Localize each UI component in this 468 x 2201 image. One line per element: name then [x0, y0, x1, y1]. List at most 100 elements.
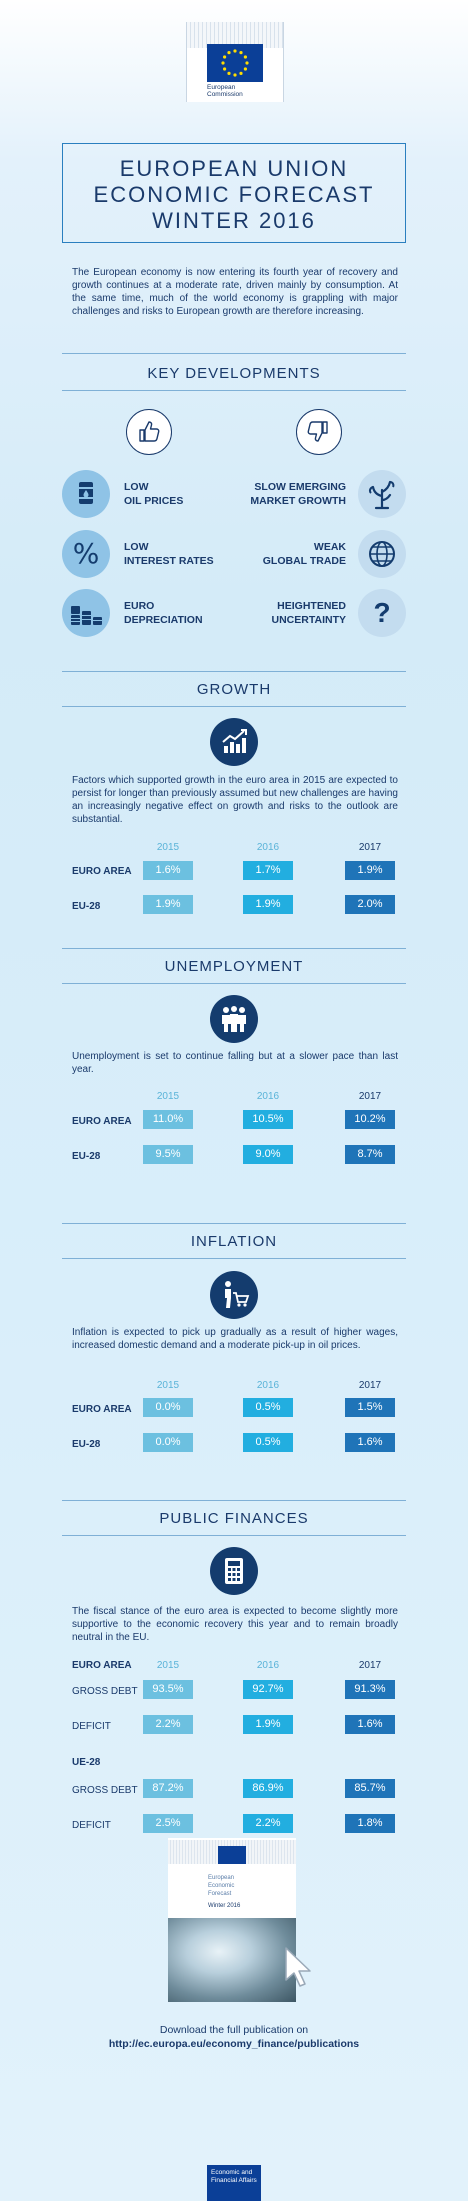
- kd-label-line1: EURO: [124, 600, 155, 612]
- kd-label-line2: UNCERTAINTY: [271, 614, 346, 626]
- value-cell: 1.6%: [345, 1433, 395, 1452]
- group-label-ue28: UE-28: [72, 1757, 101, 1768]
- row-label: GROSS DEBT: [72, 1686, 138, 1697]
- divider: [62, 390, 406, 391]
- kd-weak-global-trade: WEAK GLOBAL TRADE: [230, 540, 346, 568]
- kd-label-line2: MARKET GROWTH: [250, 495, 346, 507]
- title-box: EUROPEAN UNION ECONOMIC FORECAST WINTER …: [62, 143, 406, 243]
- year-2016: 2016: [256, 842, 280, 853]
- divider: [62, 706, 406, 707]
- inflation-text: Inflation is expected to pick up gradual…: [72, 1327, 398, 1351]
- kd-label-line1: SLOW EMERGING: [254, 481, 346, 493]
- value-cell: 8.7%: [345, 1145, 395, 1164]
- download-text-block: Download the full publication on http://…: [62, 2023, 406, 2051]
- logo-text: European Commission: [207, 84, 267, 98]
- value-cell: 85.7%: [345, 1779, 395, 1798]
- kd-label-line1: HEIGHTENED: [277, 600, 346, 612]
- public-finances-text: The fiscal stance of the euro area is ex…: [72, 1606, 398, 1643]
- value-cell: 1.9%: [143, 895, 193, 914]
- cover-title-line1: European: [208, 1875, 235, 1881]
- divider: [62, 671, 406, 672]
- download-text: Download the full publication on: [159, 2024, 309, 2036]
- publication-cover[interactable]: European Economic Forecast Winter 2016: [168, 1838, 296, 2002]
- year-2016: 2016: [256, 1380, 280, 1391]
- group-label-euro-area: EURO AREA: [72, 1660, 132, 1671]
- kd-slow-emerging-market-growth: SLOW EMERGING MARKET GROWTH: [230, 480, 346, 508]
- value-cell: 11.0%: [143, 1110, 193, 1129]
- kd-heightened-uncertainty: HEIGHTENED UNCERTAINTY: [230, 599, 346, 627]
- value-cell: 92.7%: [243, 1680, 293, 1699]
- key-developments-title: KEY DEVELOPMENTS: [147, 365, 321, 382]
- eu-flag-icon: [207, 44, 263, 82]
- value-cell: 1.7%: [243, 861, 293, 880]
- divider: [62, 948, 406, 949]
- percent-glyph: %: [72, 537, 100, 570]
- year-2017: 2017: [358, 1660, 382, 1671]
- footer-line2: Financial Affairs: [211, 2177, 257, 2184]
- year-2016: 2016: [256, 1091, 280, 1102]
- value-cell: 0.5%: [243, 1398, 293, 1417]
- year-2017: 2017: [358, 1091, 382, 1102]
- value-cell: 0.0%: [143, 1433, 193, 1452]
- public-finances-title: PUBLIC FINANCES: [159, 1510, 309, 1527]
- cursor-pointer-icon: [282, 1946, 318, 1995]
- kd-label-line2: INTEREST RATES: [124, 555, 214, 567]
- title-line3: WINTER 2016: [152, 208, 316, 233]
- value-cell: 1.6%: [345, 1715, 395, 1734]
- year-2015: 2015: [156, 1091, 180, 1102]
- row-label: EU-28: [72, 1439, 101, 1450]
- row-label: DEFICIT: [72, 1820, 111, 1831]
- globe-icon: [358, 530, 406, 578]
- value-cell: 1.5%: [345, 1398, 395, 1417]
- value-cell: 1.9%: [345, 861, 395, 880]
- value-cell: 2.2%: [143, 1715, 193, 1734]
- cover-eu-flag-icon: [218, 1846, 246, 1864]
- year-2015: 2015: [156, 1380, 180, 1391]
- growth-text: Factors which supported growth in the eu…: [72, 775, 398, 825]
- growth-chart-icon: [210, 718, 258, 766]
- kd-label-line1: LOW: [124, 541, 149, 553]
- kd-low-oil-prices: LOW OIL PRICES: [124, 480, 183, 508]
- divider: [62, 1223, 406, 1224]
- value-cell: 10.2%: [345, 1110, 395, 1129]
- european-commission-logo: European Commission: [186, 22, 284, 102]
- row-label: EU-28: [72, 901, 101, 912]
- year-2015: 2015: [156, 1660, 180, 1671]
- value-cell: 9.5%: [143, 1145, 193, 1164]
- footer-line1: Economic and: [211, 2169, 253, 2176]
- download-link[interactable]: http://ec.europa.eu/economy_finance/publ…: [108, 2038, 360, 2050]
- intro-paragraph: The European economy is now entering its…: [72, 267, 398, 317]
- value-cell: 10.5%: [243, 1110, 293, 1129]
- inflation-title: INFLATION: [190, 1233, 278, 1250]
- year-2016: 2016: [256, 1660, 280, 1671]
- thumbs-down-icon: [296, 409, 342, 455]
- kd-low-interest-rates: LOW INTEREST RATES: [124, 540, 214, 568]
- kd-label-line2: OIL PRICES: [124, 495, 184, 507]
- year-2015: 2015: [156, 842, 180, 853]
- unemployment-title: UNEMPLOYMENT: [164, 958, 304, 975]
- divider: [62, 983, 406, 984]
- row-label: EURO AREA: [72, 866, 132, 877]
- logo-text-line1: European: [207, 84, 236, 91]
- year-2017: 2017: [358, 1380, 382, 1391]
- value-cell: 1.9%: [243, 895, 293, 914]
- value-cell: 91.3%: [345, 1680, 395, 1699]
- berlaymont-building-graphic: [187, 22, 283, 48]
- cover-title-line3: Forecast: [208, 1891, 232, 1897]
- title-line2: ECONOMIC FORECAST: [93, 182, 375, 207]
- cover-frosted-tree-image: [168, 1918, 296, 2002]
- value-cell: 93.5%: [143, 1680, 193, 1699]
- divider: [62, 1500, 406, 1501]
- year-2017: 2017: [358, 842, 382, 853]
- row-label: EURO AREA: [72, 1404, 132, 1415]
- page-title: EUROPEAN UNION ECONOMIC FORECAST WINTER …: [63, 156, 405, 234]
- kd-label-line1: LOW: [124, 481, 149, 493]
- value-cell: 1.6%: [143, 861, 193, 880]
- row-label: EU-28: [72, 1151, 101, 1162]
- value-cell: 2.2%: [243, 1814, 293, 1833]
- cover-season: Winter 2016: [208, 1903, 241, 1909]
- question-glyph: ?: [373, 597, 391, 628]
- value-cell: 1.8%: [345, 1814, 395, 1833]
- divider: [62, 1535, 406, 1536]
- value-cell: 9.0%: [243, 1145, 293, 1164]
